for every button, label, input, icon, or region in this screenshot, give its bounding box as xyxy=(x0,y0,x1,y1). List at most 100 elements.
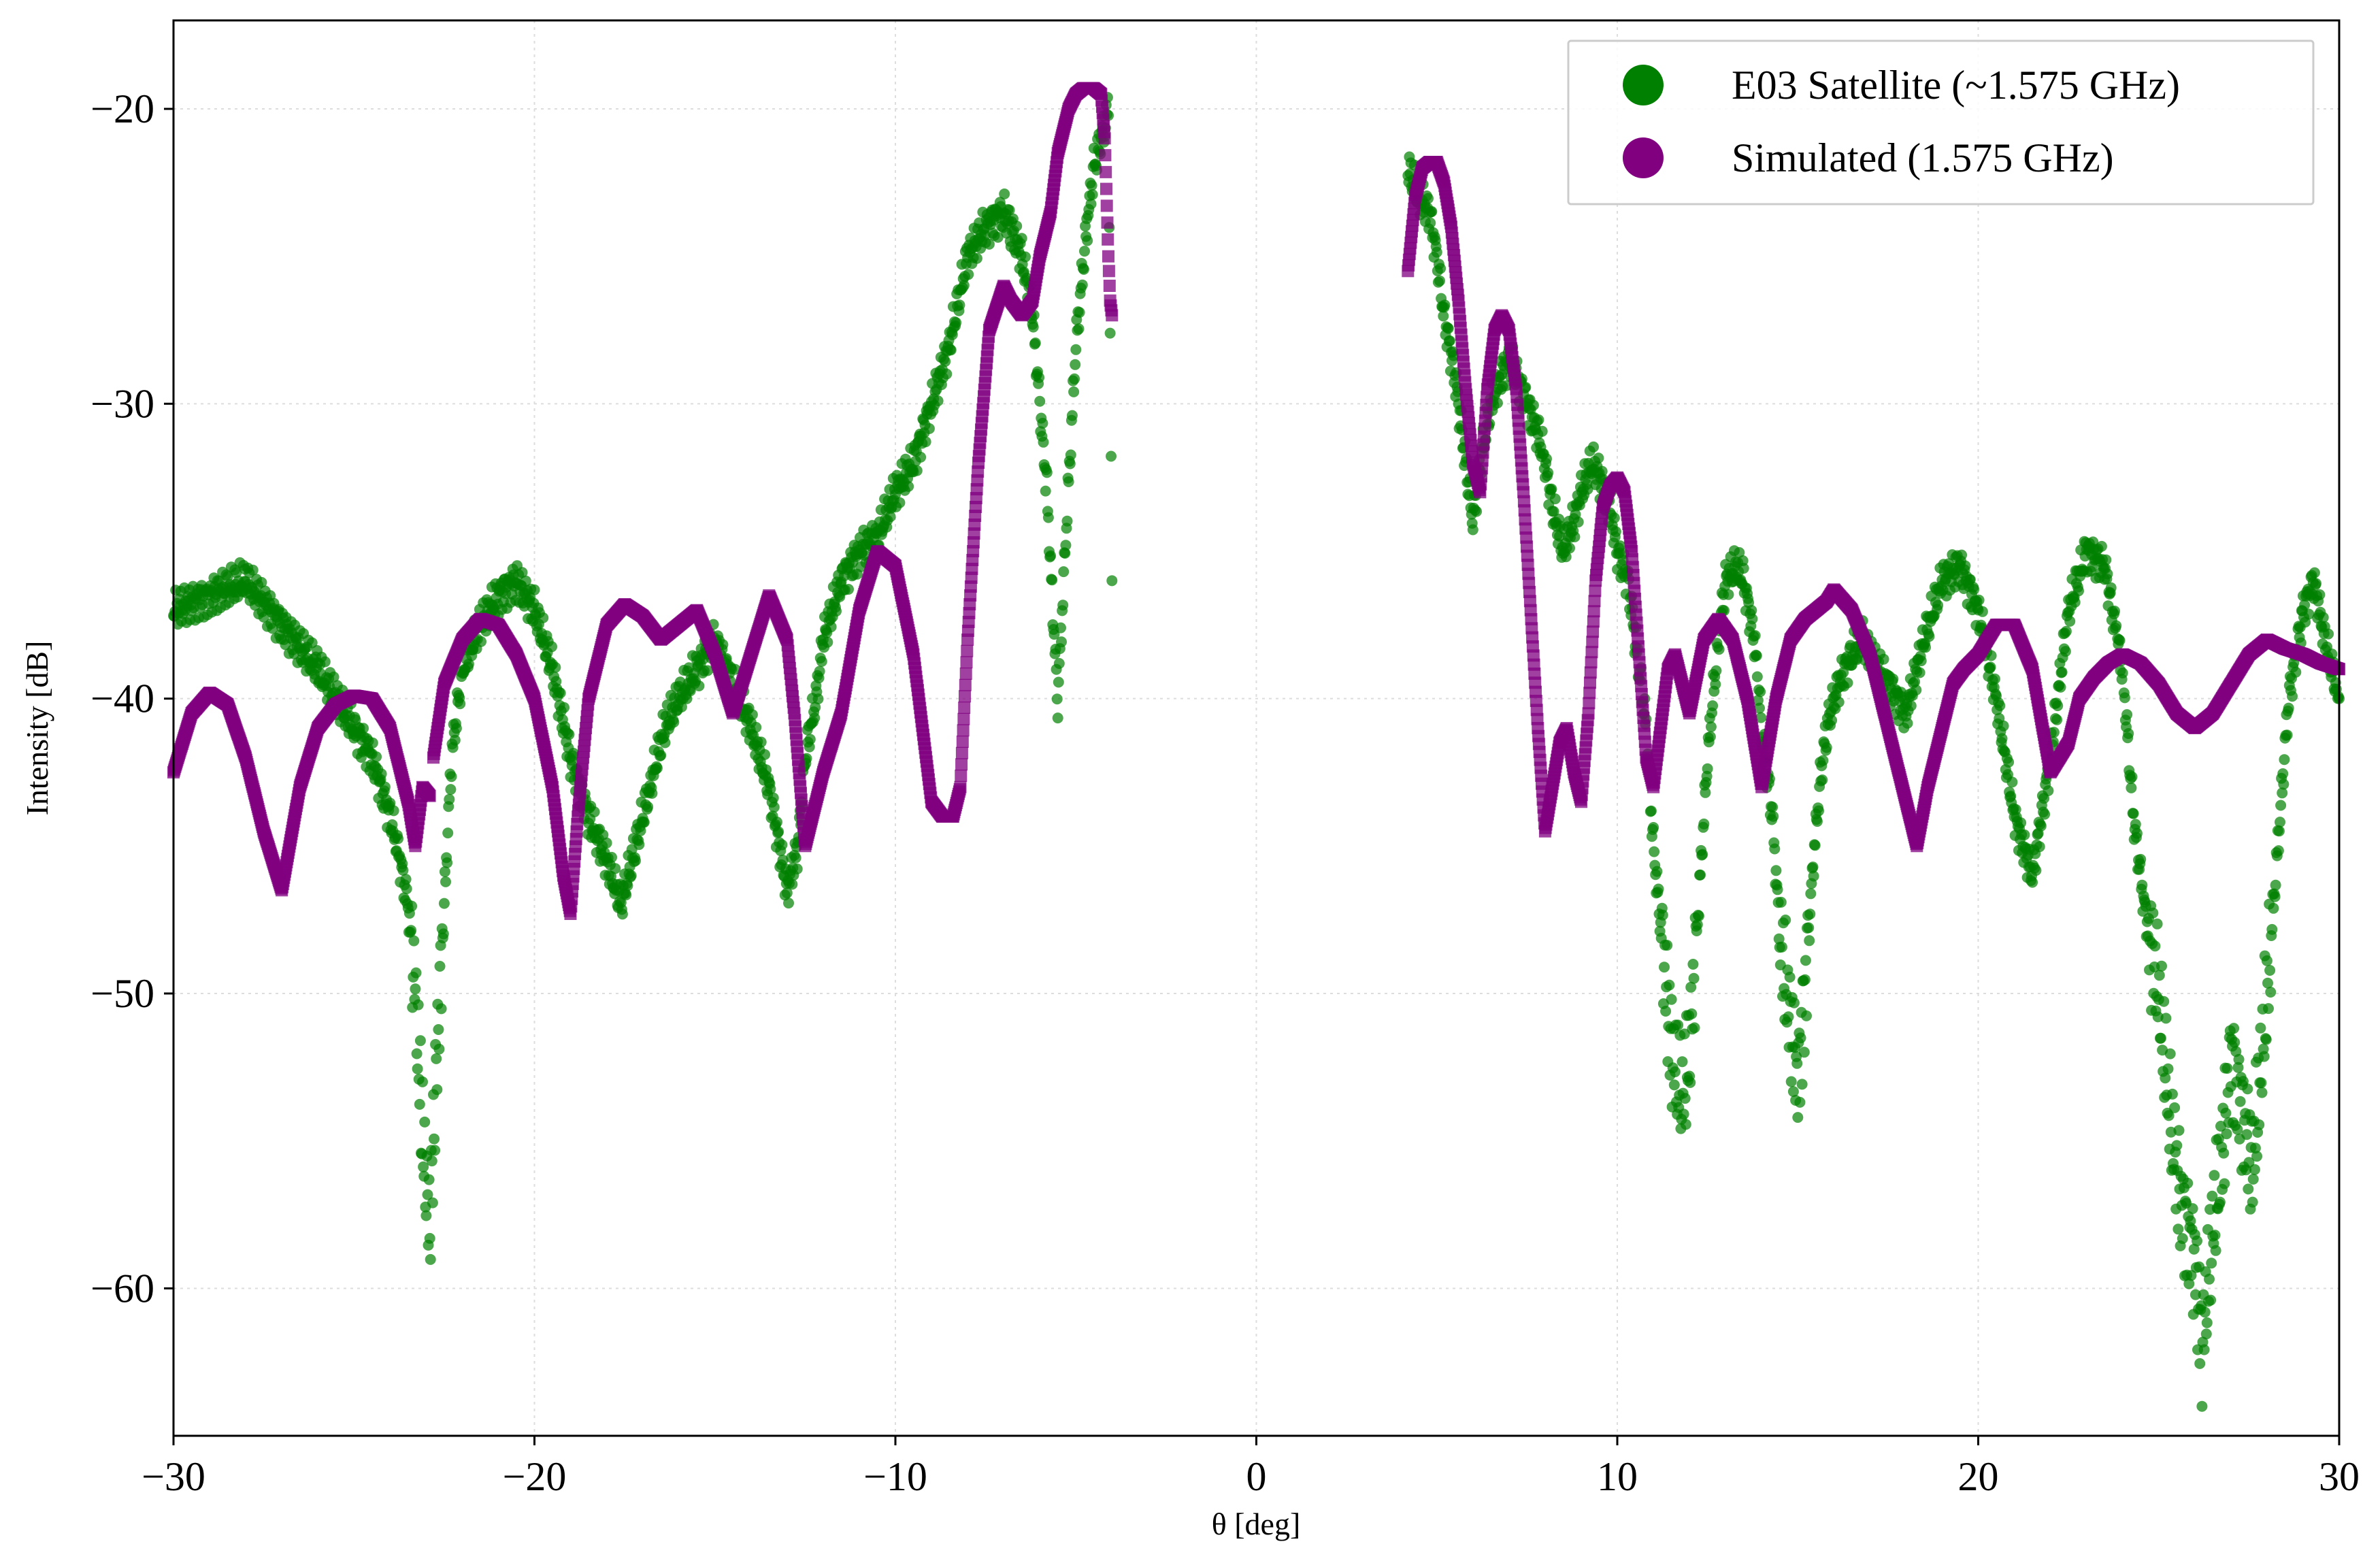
data-point xyxy=(1813,805,1824,817)
data-point xyxy=(2199,1307,2211,1318)
data-point xyxy=(2015,817,2027,829)
data-point xyxy=(755,736,767,748)
data-point xyxy=(2164,1048,2176,1059)
data-point xyxy=(319,656,331,668)
data-point xyxy=(1973,594,1985,606)
data-point xyxy=(546,641,557,653)
data-point xyxy=(1596,465,1608,477)
data-point xyxy=(442,827,454,839)
data-point xyxy=(1091,164,1102,176)
data-point xyxy=(2249,1164,2260,1175)
data-point xyxy=(388,805,399,817)
data-point xyxy=(2187,1203,2198,1215)
data-point xyxy=(659,737,671,749)
data-point xyxy=(2189,1289,2201,1300)
data-point xyxy=(1679,1028,1690,1040)
data-point xyxy=(2247,1173,2259,1185)
data-point xyxy=(635,825,646,836)
data-point xyxy=(463,658,474,670)
data-point xyxy=(406,900,418,912)
data-point xyxy=(2166,1088,2178,1100)
data-point xyxy=(417,1076,428,1087)
data-point xyxy=(2198,1344,2210,1355)
data-point xyxy=(408,935,420,947)
data-point xyxy=(1037,418,1048,429)
data-point xyxy=(2205,1294,2217,1306)
data-point xyxy=(2006,776,2018,788)
data-point xyxy=(668,717,680,728)
data-point xyxy=(1787,1086,1799,1098)
series-0 xyxy=(168,92,2345,1412)
data-point xyxy=(2096,540,2107,552)
data-point xyxy=(2126,782,2137,793)
data-point xyxy=(1546,483,1557,495)
data-point xyxy=(2155,1032,2166,1044)
data-point xyxy=(1106,575,1118,587)
data-point xyxy=(1994,700,2006,711)
data-point xyxy=(2266,923,2278,935)
data-point xyxy=(2056,666,2068,678)
data-point xyxy=(1588,441,1599,453)
data-point xyxy=(376,768,387,780)
data-point xyxy=(1087,189,1098,200)
data-point xyxy=(446,771,457,783)
data-point xyxy=(434,961,446,972)
data-point xyxy=(1689,1022,1700,1034)
data-point xyxy=(1909,676,1921,687)
data-point xyxy=(429,1133,440,1145)
data-point xyxy=(1805,888,1817,900)
data-point xyxy=(435,1003,447,1015)
data-point xyxy=(1066,410,1078,421)
data-point xyxy=(1989,673,2000,685)
data-point xyxy=(951,317,962,329)
data-point xyxy=(1004,204,1015,216)
data-point xyxy=(2102,568,2113,580)
data-point xyxy=(1034,395,1046,407)
data-point xyxy=(2270,879,2281,891)
data-point xyxy=(410,967,422,979)
data-point xyxy=(911,465,923,476)
data-point xyxy=(940,356,951,367)
data-point xyxy=(2160,1072,2171,1084)
data-point xyxy=(2048,727,2060,738)
data-point xyxy=(765,783,776,795)
data-point xyxy=(2221,1128,2232,1140)
data-point xyxy=(2027,876,2038,888)
data-point xyxy=(761,764,772,776)
data-point xyxy=(1439,299,1451,311)
data-point xyxy=(791,864,803,874)
data-point xyxy=(1796,1079,1808,1090)
data-point xyxy=(414,1035,426,1047)
data-point xyxy=(1079,246,1090,257)
data-point xyxy=(1798,1047,1810,1058)
data-point xyxy=(693,680,705,691)
data-point xyxy=(426,1155,437,1167)
data-point xyxy=(401,883,412,895)
data-point xyxy=(1688,972,1700,984)
data-point xyxy=(772,817,782,828)
data-point xyxy=(2255,1022,2266,1034)
data-point xyxy=(2151,918,2163,930)
data-point xyxy=(1074,307,1085,318)
data-point xyxy=(1569,531,1581,542)
data-point xyxy=(622,880,633,891)
data-point xyxy=(2173,1125,2185,1136)
data-point xyxy=(1821,742,1832,753)
data-point xyxy=(1648,822,1659,833)
data-point xyxy=(959,678,972,691)
data-point xyxy=(1695,869,1706,881)
data-point xyxy=(1103,280,1116,292)
data-point xyxy=(433,1043,445,1055)
data-point xyxy=(2214,1196,2226,1208)
data-point xyxy=(2265,987,2277,998)
data-point xyxy=(1100,199,1113,212)
data-point xyxy=(2034,841,2045,853)
data-point xyxy=(1960,560,1971,572)
data-point xyxy=(2035,820,2047,832)
data-point xyxy=(2019,829,2030,840)
data-point xyxy=(1833,696,1845,708)
data-point xyxy=(2153,970,2165,981)
data-point xyxy=(559,702,569,713)
data-point xyxy=(2209,1170,2220,1181)
